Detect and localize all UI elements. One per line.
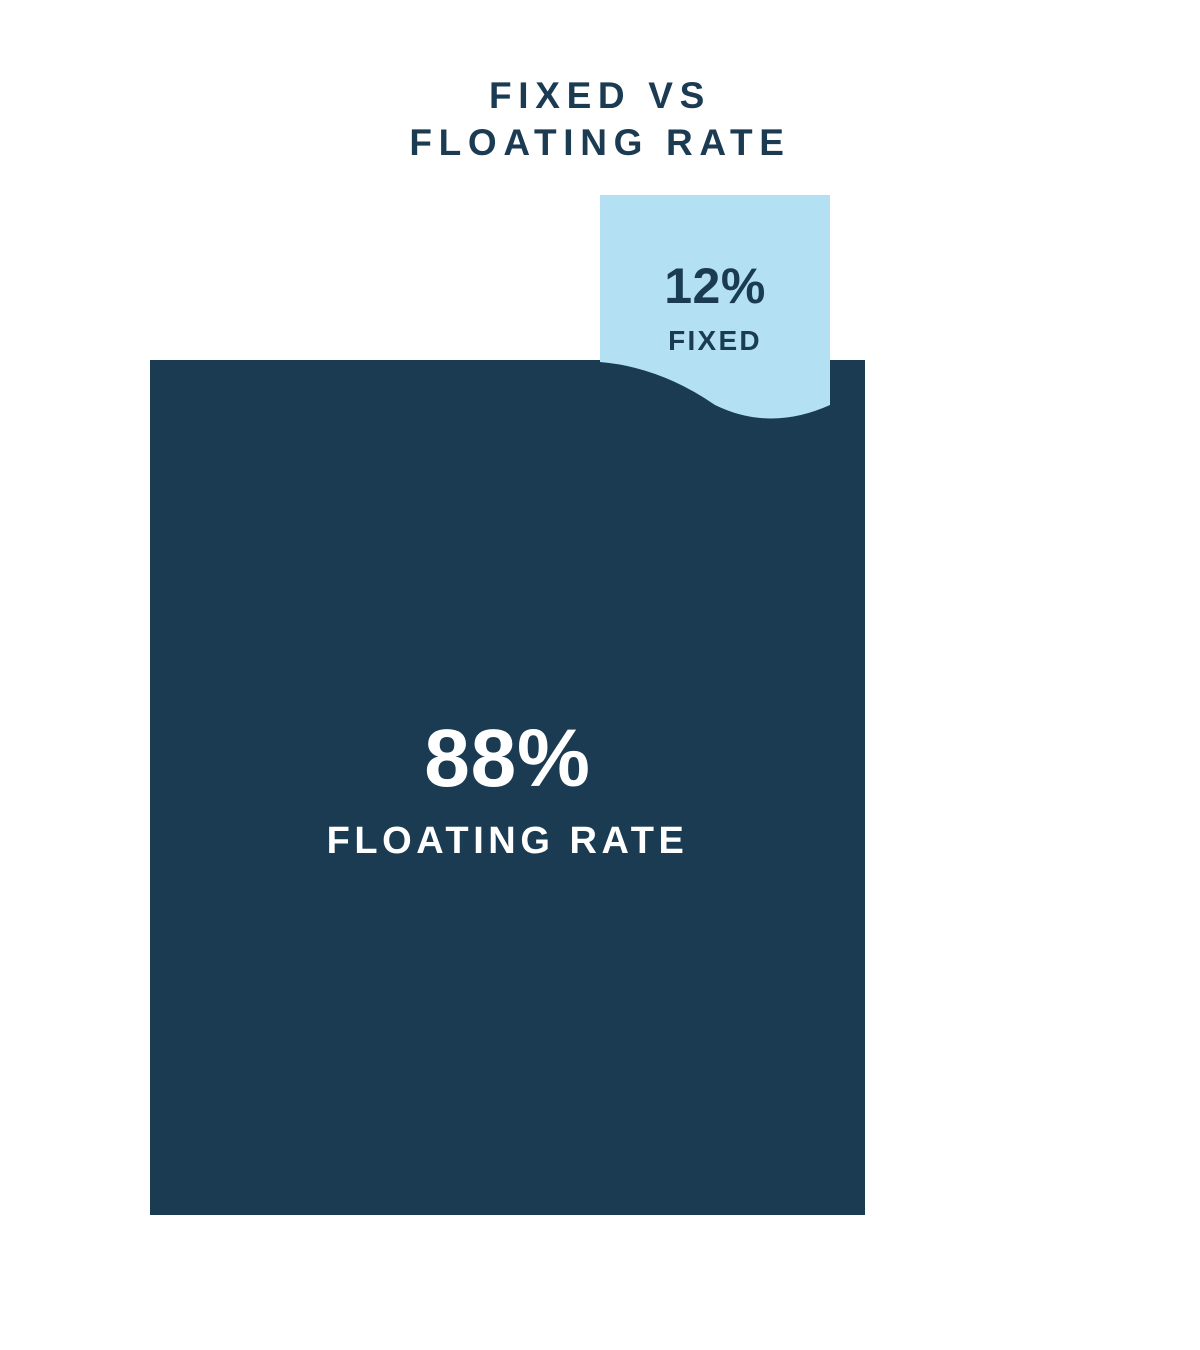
- floating-rate-segment: 88% FLOATING RATE: [150, 360, 865, 1215]
- title-line-1: FIXED VS: [0, 72, 1200, 119]
- fixed-rate-percentage: 12%: [628, 257, 802, 315]
- fixed-rate-segment: 12% FIXED RATE: [600, 195, 830, 360]
- chart-title: FIXED VS FLOATING RATE: [0, 72, 1200, 167]
- curve-overlay: [600, 357, 830, 425]
- curve-path: [600, 357, 830, 419]
- chart-container: FIXED VS FLOATING RATE 12% FIXED RATE 88…: [0, 0, 1200, 1350]
- floating-rate-percentage: 88%: [424, 712, 591, 806]
- title-line-2: FLOATING RATE: [0, 119, 1200, 166]
- chart-area: 12% FIXED RATE 88% FLOATING RATE: [150, 195, 865, 1215]
- curve-svg: [600, 357, 830, 425]
- floating-rate-label: FLOATING RATE: [327, 820, 689, 863]
